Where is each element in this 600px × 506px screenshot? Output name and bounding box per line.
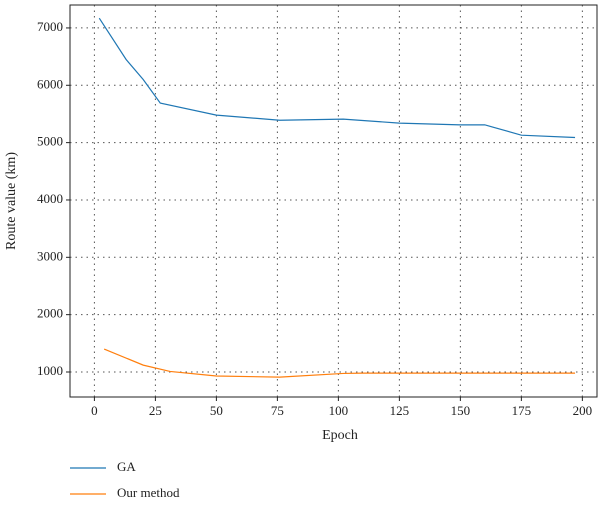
y-tick-label: 6000 bbox=[37, 76, 63, 91]
x-tick-label: 25 bbox=[149, 403, 162, 418]
x-axis-label: Epoch bbox=[322, 428, 358, 443]
legend-label: Our method bbox=[117, 485, 180, 500]
plot-frame bbox=[69, 4, 598, 398]
x-tick-label: 125 bbox=[390, 403, 410, 418]
x-tick-label: 50 bbox=[210, 403, 223, 418]
x-tick-label: 100 bbox=[329, 403, 349, 418]
series-line bbox=[103, 348, 576, 378]
series-line bbox=[98, 17, 576, 139]
y-tick-label: 3000 bbox=[37, 248, 63, 263]
y-tick-label: 5000 bbox=[37, 134, 63, 149]
y-tick-label: 2000 bbox=[37, 306, 63, 321]
x-tick-label: 150 bbox=[451, 403, 471, 418]
x-tick-label: 200 bbox=[573, 403, 593, 418]
x-tick-label: 0 bbox=[91, 403, 98, 418]
y-tick-label: 1000 bbox=[37, 363, 63, 378]
x-tick-label: 175 bbox=[512, 403, 532, 418]
y-tick-label: 4000 bbox=[37, 191, 63, 206]
y-axis-label: Route value (km) bbox=[4, 152, 19, 250]
y-tick-label: 7000 bbox=[37, 19, 63, 34]
x-tick-label: 75 bbox=[271, 403, 284, 418]
legend-label: GA bbox=[117, 459, 136, 474]
